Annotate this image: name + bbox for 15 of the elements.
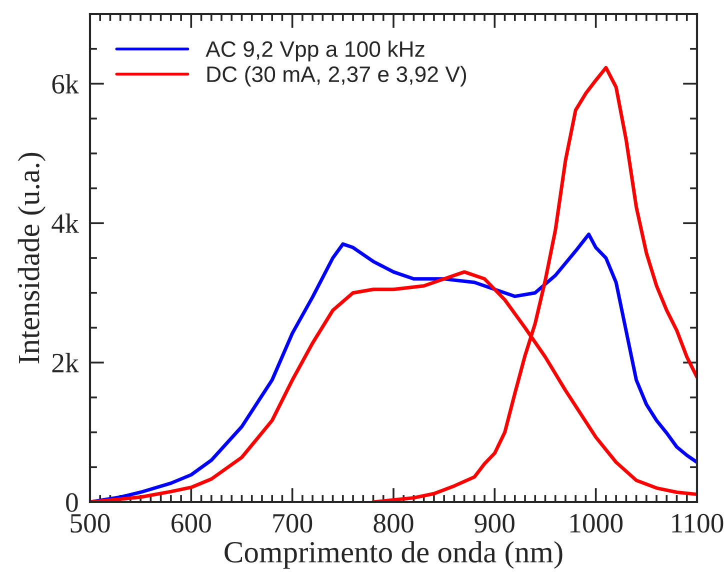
y-tick-label: 0 (66, 493, 78, 512)
legend-label: AC 9,2 Vpp a 100 kHz (206, 40, 424, 62)
x-tick-label: 800 (374, 514, 414, 533)
y-tick-label: 2k (52, 352, 79, 372)
x-tick-label: 1000 (570, 514, 623, 533)
y-tick-label: 4k (52, 214, 79, 233)
x-tick-label: 500 (70, 514, 110, 533)
x-tick-label: 700 (273, 514, 312, 533)
legend-label: DC (30 mA, 2,37 e 3,92 V) (207, 66, 466, 87)
x-axis-title: Comprimento de onda (nm) (224, 541, 562, 569)
x-tick-label: 1100 (672, 514, 724, 533)
x-tick-label: 900 (474, 514, 514, 533)
x-tick-label: 600 (172, 514, 211, 533)
y-axis-title: Intensidade (u.a.) (18, 152, 46, 364)
y-tick-label: 6k (52, 74, 79, 94)
